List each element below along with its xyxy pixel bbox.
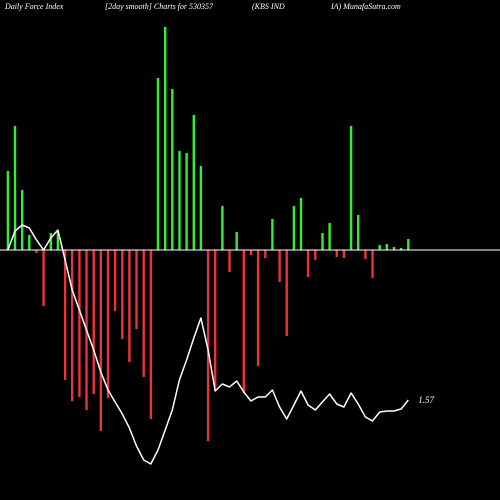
force-bar-7 [49,233,52,250]
force-bar-18 [128,250,131,362]
force-bar-20 [142,250,145,377]
header-text-2: [2day smooth] Charts for 530357 [105,2,214,11]
force-bar-53 [378,245,381,250]
force-bar-19 [135,250,138,329]
force-bar-14 [99,250,102,431]
last-value-label: 1.57 [418,395,434,405]
force-bar-29 [206,250,210,441]
force-bar-25 [178,151,181,250]
force-bar-55 [392,247,396,250]
force-bar-36 [256,250,260,366]
force-bar-26 [185,153,188,250]
force-bar-44 [314,250,317,260]
force-bar-4 [28,235,31,250]
force-bar-24 [171,89,174,250]
smooth-line [7,224,409,465]
force-bar-8 [56,231,60,250]
force-bar-46 [328,223,331,250]
force-bar-56 [399,248,403,250]
force-bar-21 [149,250,153,419]
force-bar-32 [228,250,231,272]
force-bar-11 [78,250,81,397]
force-bar-10 [71,250,74,401]
force-bar-13 [92,250,95,394]
force-bar-42 [299,198,303,250]
force-bar-38 [271,219,274,250]
header-text-1: Daily Force Index [4,2,64,11]
force-bar-57 [407,239,410,250]
header-text-4: IA) MunafaSutra.com [330,2,401,11]
force-bar-22 [156,78,160,250]
force-bar-49 [349,126,353,250]
force-bar-52 [371,250,374,278]
force-bar-30 [214,250,217,388]
force-bar-3 [21,190,24,250]
force-bar-9 [63,250,67,380]
force-bar-34 [242,250,245,393]
force-bar-28 [199,166,203,250]
force-bar-47 [335,250,338,257]
force-bar-51 [364,250,367,259]
force-bar-6 [42,250,45,306]
force-bar-23 [164,27,167,250]
force-bar-40 [285,250,288,336]
force-bar-48 [342,250,346,258]
force-bar-50 [357,215,360,250]
bar-series [6,27,410,441]
force-bar-33 [235,232,238,250]
force-bar-2 [13,126,17,250]
force-bar-39 [278,250,281,282]
force-bar-35 [249,250,253,255]
force-bar-5 [35,250,38,253]
force-bar-27 [192,115,195,250]
force-bar-41 [292,206,296,250]
force-bar-1 [6,171,10,250]
force-bar-15 [106,250,110,398]
force-bar-43 [306,250,310,277]
header-text-3: (KBS IND [252,2,285,11]
force-bar-17 [121,250,124,339]
force-bar-37 [264,250,267,258]
force-bar-31 [221,206,224,250]
force-bar-16 [113,250,117,311]
force-bar-45 [321,233,324,250]
force-bar-54 [385,244,388,250]
